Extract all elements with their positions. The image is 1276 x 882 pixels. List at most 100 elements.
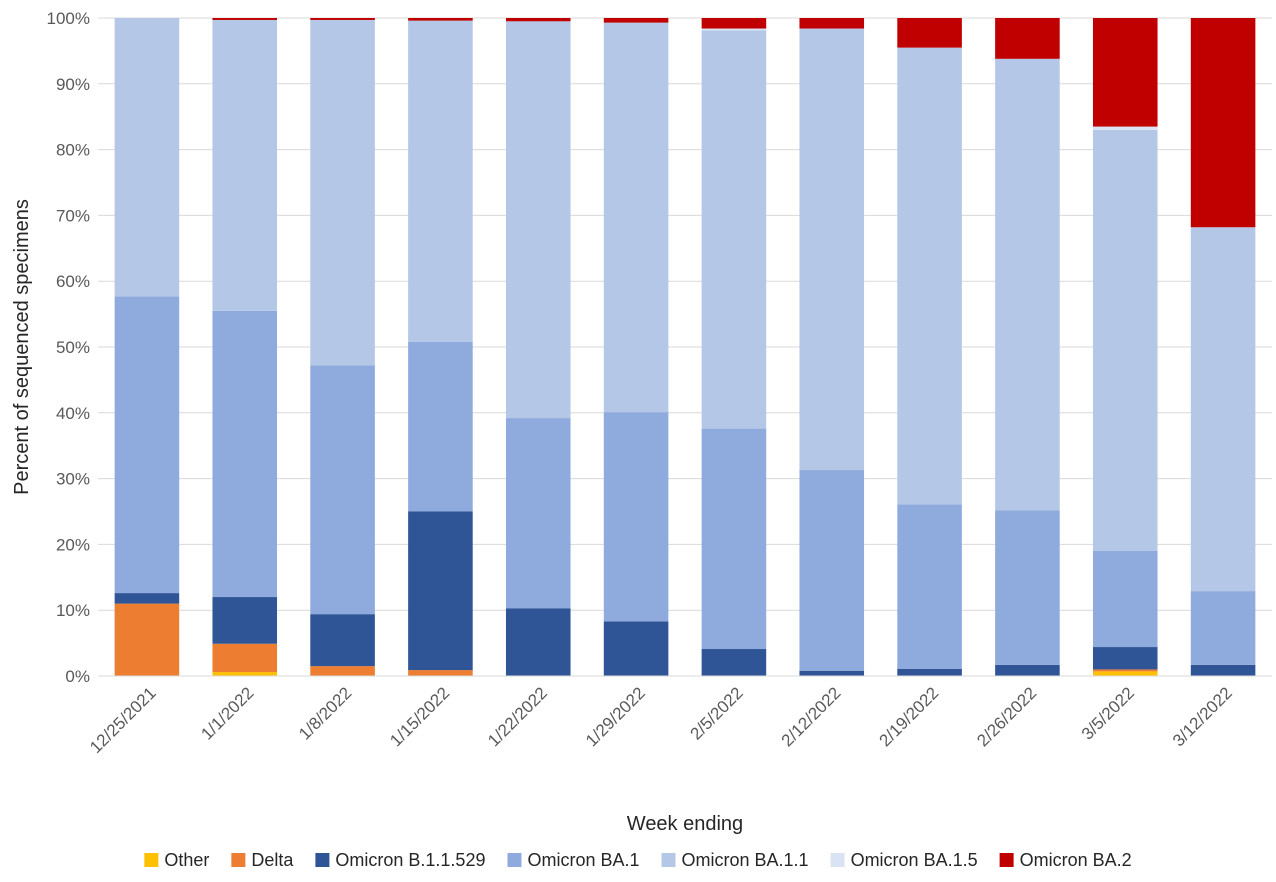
y-tick-label: 80%: [56, 141, 90, 160]
x-axis-tick-labels: 12/25/2021 1/1/2022 1/8/2022 1/15/2022 1/22/…: [86, 683, 1236, 757]
bar-segment: [1190, 664, 1256, 676]
legend-item: Delta: [231, 850, 294, 870]
bar-segment: [310, 365, 375, 615]
bar-segment: [505, 21, 571, 419]
x-axis-title: Week ending: [627, 813, 743, 835]
x-tick-label: 1/8/2022: [295, 683, 355, 743]
legend-label: Omicron BA.2: [1020, 850, 1132, 870]
legend-label: Omicron BA.1: [527, 850, 639, 870]
legend-label: Omicron BA.1.5: [851, 850, 978, 870]
bar-segment: [897, 47, 962, 505]
bar-segment: [505, 18, 571, 22]
bar-segment: [212, 597, 278, 644]
x-tick-label: 2/5/2022: [687, 683, 747, 743]
x-tick-label: 1/15/2022: [386, 683, 453, 750]
bar-segment: [1190, 227, 1256, 592]
bar-segment: [1092, 550, 1158, 648]
legend-label: Delta: [251, 850, 294, 870]
x-tick-label: 3/5/2022: [1078, 683, 1138, 743]
bar-segment: [799, 18, 865, 29]
legend-swatch: [999, 853, 1014, 867]
bar-segment: [310, 666, 375, 676]
bar-segment: [212, 643, 278, 673]
bar-segment: [603, 412, 669, 622]
y-tick-label: 50%: [56, 338, 90, 357]
y-tick-label: 100%: [47, 9, 90, 28]
y-tick-label: 20%: [56, 535, 90, 554]
bar-segment: [114, 603, 180, 676]
bar-segment: [897, 668, 962, 676]
bar-segment: [114, 296, 180, 594]
bar-segment: [408, 20, 473, 342]
bar-segment: [897, 18, 962, 48]
gridlines: [98, 17, 1272, 611]
bar-segment: [1092, 671, 1158, 676]
y-tick-label: 70%: [56, 206, 90, 225]
x-tick-label: 1/1/2022: [197, 683, 257, 743]
y-axis-title: Percent of sequenced specimens: [11, 199, 33, 495]
x-tick-label: 1/29/2022: [582, 683, 649, 750]
bar-segment: [799, 28, 865, 471]
legend-item: Omicron BA.1.1: [661, 850, 809, 870]
bar-segment: [1092, 669, 1158, 672]
legend-swatch: [661, 853, 676, 867]
bar-segment: [1190, 591, 1256, 665]
bar-segment: [310, 614, 375, 667]
legend-swatch: [231, 853, 246, 867]
bar-segment: [212, 18, 278, 20]
bar-segment: [1190, 18, 1256, 228]
x-tick-label: 2/12/2022: [778, 683, 845, 750]
legend-swatch: [315, 853, 330, 867]
bar-segment: [408, 18, 473, 21]
y-tick-label: 60%: [56, 272, 90, 291]
y-axis-tick-labels: 0% 10% 20% 30% 40% 50% 60% 70% 80% 90% 100%: [47, 9, 90, 686]
x-tick-label: 1/22/2022: [484, 683, 551, 750]
legend-swatch: [144, 853, 159, 867]
bar-segment: [603, 22, 669, 413]
bar-segment: [1092, 18, 1158, 127]
x-tick-label: 2/19/2022: [875, 683, 942, 750]
x-tick-label: 2/26/2022: [973, 683, 1040, 750]
bar-segment: [995, 58, 1060, 511]
legend-swatch: [830, 853, 845, 867]
bar-segment: [505, 608, 571, 676]
y-tick-label: 30%: [56, 470, 90, 489]
bar-segment: [114, 18, 180, 297]
y-tick-label: 10%: [56, 601, 90, 620]
bar-segment: [799, 670, 865, 676]
bar-segment: [212, 310, 278, 598]
legend-label: Omicron B.1.1.529: [335, 850, 485, 870]
bar-segment: [603, 621, 669, 676]
bar-segment: [1092, 647, 1158, 670]
bar-segment: [799, 470, 865, 671]
bar-segment: [212, 672, 278, 676]
legend-swatch: [507, 853, 522, 867]
legend-item: Omicron BA.1.5: [830, 850, 978, 870]
y-tick-label: 90%: [56, 75, 90, 94]
bar-segment: [1092, 126, 1158, 130]
legend-item: Omicron BA.1: [507, 850, 640, 870]
bar-segment: [310, 19, 375, 366]
bar-segment: [995, 510, 1060, 665]
bar-segment: [310, 18, 375, 20]
bar-segment: [212, 19, 278, 311]
bar-segment: [701, 30, 767, 429]
legend: Other Delta Omicron B.1.1.529 Omicron BA.1 O…: [144, 850, 1132, 870]
bar-segment: [995, 18, 1060, 59]
bar-segment: [995, 664, 1060, 676]
x-tick-label: 12/25/2021: [86, 683, 160, 757]
legend-item: Omicron BA.2: [999, 850, 1132, 870]
y-tick-label: 0%: [65, 667, 90, 686]
y-tick-label: 40%: [56, 404, 90, 423]
bar-segment: [701, 28, 767, 31]
bar-segment: [701, 649, 767, 676]
bar-segment: [897, 504, 962, 669]
x-tick-label: 3/12/2022: [1169, 683, 1236, 750]
bar-segment: [701, 18, 767, 29]
bar-segment: [1092, 129, 1158, 551]
legend-item: Other: [144, 850, 209, 870]
bar-segment: [505, 418, 571, 609]
bar-segment: [408, 511, 473, 671]
bar-segment: [603, 18, 669, 23]
legend-item: Omicron B.1.1.529: [315, 850, 485, 870]
